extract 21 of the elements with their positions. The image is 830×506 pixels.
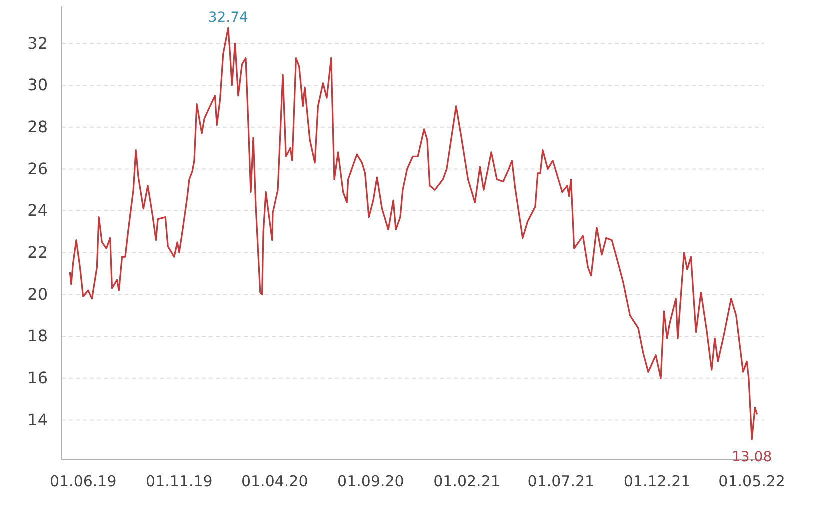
- y-tick-label: 32: [28, 34, 48, 53]
- x-tick-label: 01.11.19: [146, 472, 213, 491]
- x-tick-label: 01.05.22: [718, 472, 786, 491]
- y-tick-label: 20: [28, 284, 48, 304]
- x-tick-label: 01.12.21: [624, 472, 691, 491]
- y-tick-label: 18: [28, 326, 48, 346]
- annotation: 32.74: [208, 10, 249, 26]
- y-tick-label: 16: [28, 368, 48, 388]
- x-tick-label: 01.06.19: [50, 472, 117, 491]
- x-tick-label: 01.09.20: [338, 472, 404, 491]
- annotation: 13.08: [732, 449, 772, 466]
- x-tick-label: 01.02.21: [434, 472, 500, 491]
- x-tick-label: 01.04.20: [241, 472, 308, 491]
- line-series: [69, 27, 758, 440]
- y-tick-label: 14: [28, 410, 48, 430]
- y-tick-label: 30: [28, 76, 48, 95]
- y-tick-label: 22: [28, 242, 48, 262]
- y-tick-label: 26: [28, 159, 48, 178]
- x-tick-label: 01.07.21: [528, 472, 595, 491]
- y-tick-label: 28: [28, 117, 48, 136]
- y-tick-label: 24: [28, 201, 48, 220]
